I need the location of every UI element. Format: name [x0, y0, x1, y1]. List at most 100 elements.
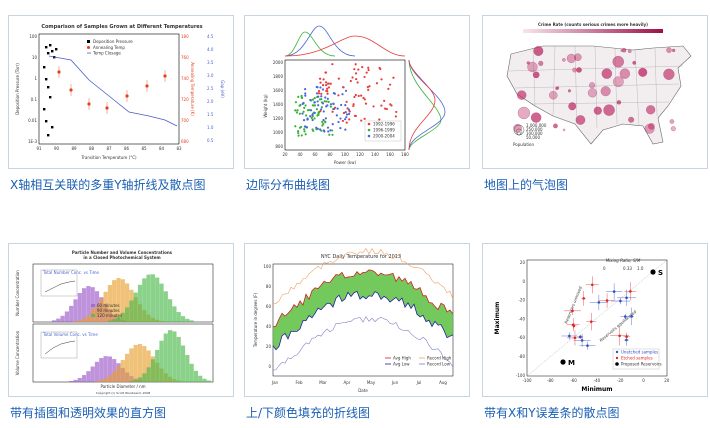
histogram-bar — [134, 293, 138, 322]
scatter-point — [328, 86, 330, 88]
tick-label: 0 — [268, 364, 271, 369]
scatter-point — [334, 107, 336, 109]
scatter-point — [327, 98, 329, 100]
scatter-point — [299, 113, 301, 115]
gallery-card-multi-y-axis[interactable]: Comparison of Samples Grown at Different… — [8, 15, 234, 169]
legend-item: 2000-2004 — [373, 134, 395, 139]
card-caption[interactable]: 带有X和Y误差条的散点图 — [484, 404, 620, 421]
histogram-bar — [164, 334, 168, 382]
gallery-card-bubble-map[interactable]: Crime Rate (counts serious crimes more h… — [482, 15, 708, 169]
gallery-card-histogram-insets[interactable]: Particle Number and Volume Concentration… — [8, 243, 234, 397]
scatter-point — [322, 84, 324, 86]
gallery-card-filled-line[interactable]: NYC Daily Temperature for 2013 Jan Feb Mar… — [244, 243, 470, 397]
tick-label: 1600 — [273, 88, 284, 93]
tick-label: 4.0 — [207, 47, 214, 52]
tick-label: 0.1 — [31, 97, 38, 102]
data-point — [51, 50, 53, 52]
scatter-point — [327, 130, 329, 132]
map-bubble — [617, 100, 621, 104]
inset-label: Total Number Conc. vs Time — [42, 270, 100, 275]
y-axis-label: Maximum — [494, 302, 501, 335]
card-caption[interactable]: 边际分布曲线图 — [246, 176, 330, 193]
map-bubble — [628, 50, 631, 53]
histogram-bar — [181, 346, 185, 382]
chart-title: NYC Daily Temperature for 2013 — [321, 254, 401, 260]
scatter-point — [317, 114, 319, 116]
chart-legend: Unetched samples Etched samples Proposed… — [613, 349, 662, 369]
scatter-point — [324, 96, 326, 98]
map-bubble — [602, 69, 612, 79]
map-bubble — [648, 123, 654, 129]
scatter-point — [319, 110, 321, 112]
histogram-bar — [185, 319, 189, 322]
scatter-point — [316, 86, 318, 88]
histogram-bar — [190, 364, 194, 382]
scatter-point — [325, 81, 327, 83]
card-caption[interactable]: 上/下颜色填充的折线图 — [246, 404, 370, 421]
scatter-point — [360, 95, 362, 97]
map-bubble — [568, 89, 571, 92]
tick-label: 20 — [664, 378, 670, 383]
histogram-bar — [82, 288, 86, 322]
scatter-point — [305, 133, 307, 135]
map-bubble — [518, 107, 530, 119]
scatter-point — [332, 111, 334, 113]
scatter-point — [302, 103, 304, 105]
scatter-point — [337, 94, 339, 96]
histogram-bar — [95, 381, 99, 382]
histogram-bar — [112, 319, 116, 322]
scatter-point — [331, 63, 333, 65]
histogram-bar — [138, 285, 142, 322]
data-point — [163, 74, 166, 77]
scatter-point — [296, 111, 298, 113]
scatter-point — [324, 72, 326, 74]
tick-label: 100 — [263, 264, 271, 269]
card-caption[interactable]: 地图上的气泡图 — [484, 176, 568, 193]
histogram-bar — [73, 299, 77, 322]
histogram-bar — [177, 337, 181, 382]
scatter-point — [306, 126, 308, 128]
data-point — [69, 88, 72, 91]
tick-label: 88 — [89, 146, 95, 151]
data-point — [47, 52, 49, 54]
map-bubble — [672, 49, 675, 52]
histogram-bar — [129, 381, 133, 382]
legend-item: Annealing Temp — [93, 45, 125, 50]
tick-label: 84 — [159, 146, 165, 151]
histogram-bar — [52, 320, 56, 322]
tick-label: 40 — [266, 324, 272, 329]
scatter-point — [345, 90, 347, 92]
legend-item: 120 minutes — [97, 313, 122, 318]
map-bubble — [663, 69, 674, 80]
scatter-point — [299, 127, 301, 129]
scatter-point — [314, 101, 316, 103]
x-axis-label: Minimum — [581, 386, 612, 393]
card-caption[interactable]: X轴相互关联的多重Y轴折线及散点图 — [10, 176, 206, 193]
tick-label: 85 — [141, 146, 147, 151]
legend-item: Temp Closage — [92, 51, 121, 56]
map-bubble — [555, 87, 558, 90]
tick-label: 4.5 — [207, 34, 214, 39]
scatter-point — [346, 122, 348, 124]
scatter-point — [331, 134, 333, 136]
histogram-bar — [129, 300, 133, 322]
x-axis-label: Power (kw) — [334, 160, 357, 165]
scatter-point — [318, 92, 320, 94]
card-caption[interactable]: 带有插图和透明效果的直方图 — [10, 404, 166, 421]
scatter-point — [304, 104, 306, 106]
scatter-point — [303, 128, 305, 130]
gallery-card-error-bars[interactable]: Mixing Ratio, S/M 0 0.33 1.0 Reservoirs … — [482, 243, 708, 397]
histogram-bar — [104, 356, 108, 382]
scatter-point — [364, 118, 366, 120]
tick-label: 3.5 — [207, 60, 214, 65]
scatter-point — [323, 130, 325, 132]
tick-label: 20 — [282, 152, 288, 157]
tick-label: 680 — [181, 139, 189, 144]
tick-label: 60 — [266, 304, 272, 309]
scatter-point — [321, 121, 323, 123]
scatter-point — [325, 84, 327, 86]
scatter-point — [296, 109, 298, 111]
scatter-point — [367, 67, 369, 69]
chart-subtitle: in a Closed Photochemical System — [83, 255, 160, 260]
gallery-card-marginal-distribution[interactable]: 20 40 60 80 100 120 140 160 180 2000 1800 1600 1400… — [244, 15, 470, 169]
